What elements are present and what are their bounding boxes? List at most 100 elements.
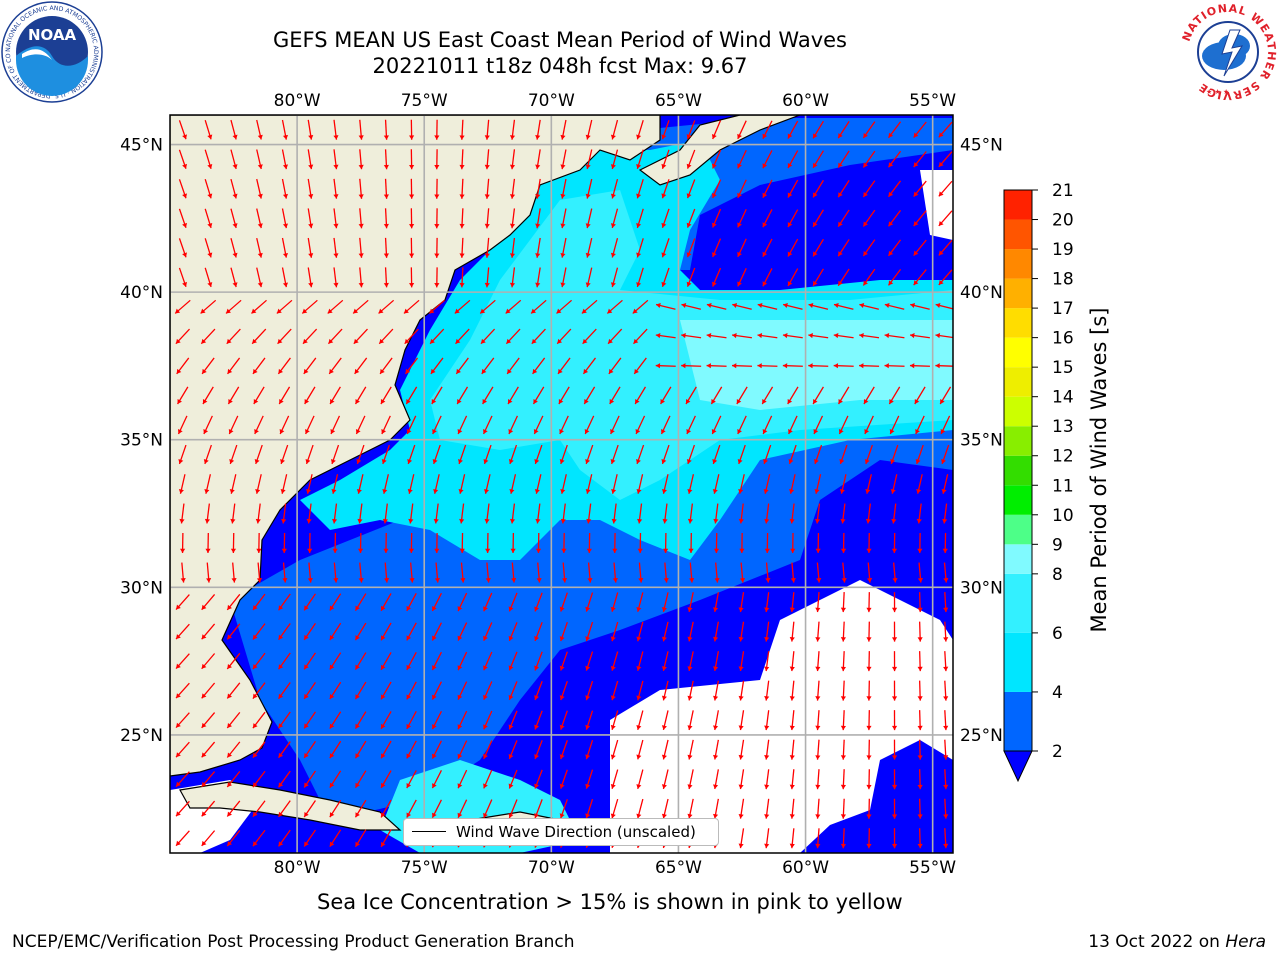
colorbar-tick-1: 4 bbox=[1052, 683, 1063, 703]
direction-arrow-442 bbox=[381, 415, 391, 435]
direction-arrow-444 bbox=[432, 415, 442, 435]
direction-arrow-593 bbox=[281, 267, 289, 288]
direction-arrow-306 bbox=[867, 562, 873, 583]
direction-arrow-351 bbox=[433, 503, 439, 524]
direction-arrow-517 bbox=[706, 363, 727, 369]
direction-arrow-72 bbox=[431, 769, 443, 789]
direction-arrow-47 bbox=[585, 798, 594, 819]
direction-arrow-222 bbox=[303, 622, 316, 641]
direction-arrow-138 bbox=[534, 710, 543, 730]
direction-arrow-771 bbox=[862, 121, 876, 139]
direction-arrow-598 bbox=[409, 267, 415, 288]
direction-arrow-225 bbox=[380, 622, 392, 641]
direction-arrow-253 bbox=[303, 593, 316, 611]
direction-arrow-46 bbox=[559, 799, 568, 819]
direction-arrow-548 bbox=[706, 333, 727, 339]
direction-arrow-677 bbox=[837, 209, 850, 228]
direction-arrow-92 bbox=[943, 769, 949, 790]
direction-arrow-34 bbox=[252, 800, 266, 818]
direction-arrow-344 bbox=[255, 503, 261, 524]
direction-arrow-62 bbox=[175, 771, 190, 788]
direction-arrow-181 bbox=[840, 680, 846, 701]
direction-arrow-95 bbox=[226, 741, 241, 758]
direction-arrow-141 bbox=[610, 710, 619, 730]
direction-arrow-711 bbox=[913, 180, 927, 197]
direction-arrow-604 bbox=[560, 267, 567, 288]
legend-line-sample bbox=[412, 831, 446, 832]
direction-arrow-710 bbox=[887, 180, 902, 198]
direction-arrow-493 bbox=[888, 386, 901, 405]
direction-arrow-59 bbox=[891, 798, 898, 819]
direction-arrow-168 bbox=[508, 681, 518, 701]
direction-arrow-40 bbox=[406, 799, 417, 818]
direction-arrow-556 bbox=[909, 333, 930, 339]
direction-arrow-155 bbox=[175, 682, 190, 699]
direction-arrow-476 bbox=[456, 386, 469, 405]
direction-arrow-196 bbox=[431, 651, 443, 671]
direction-arrow-700 bbox=[636, 179, 644, 199]
direction-arrow-597 bbox=[383, 267, 389, 288]
direction-arrow-636 bbox=[585, 237, 593, 258]
direction-arrow-688 bbox=[333, 178, 339, 199]
direction-arrow-297 bbox=[638, 562, 644, 583]
direction-arrow-764 bbox=[686, 120, 696, 140]
direction-arrow-218 bbox=[201, 623, 216, 640]
direction-arrow-145 bbox=[713, 710, 719, 731]
direction-arrow-713 bbox=[178, 149, 188, 169]
direction-arrow-522 bbox=[833, 363, 854, 369]
direction-arrow-603 bbox=[535, 267, 541, 288]
direction-arrow-768 bbox=[787, 120, 799, 139]
direction-arrow-139 bbox=[559, 710, 568, 730]
direction-arrow-393 bbox=[712, 474, 720, 494]
direction-arrow-583 bbox=[808, 302, 829, 310]
direction-arrow-726 bbox=[509, 149, 516, 170]
direction-arrow-283 bbox=[282, 562, 288, 583]
colorbar-tick-9: 14 bbox=[1052, 388, 1074, 408]
direction-arrow-472 bbox=[354, 386, 367, 405]
direction-arrow-512 bbox=[582, 357, 597, 375]
direction-arrow-697 bbox=[560, 178, 567, 199]
direction-arrow-65 bbox=[252, 770, 266, 788]
direction-arrow-572 bbox=[530, 299, 547, 314]
direction-arrow-425 bbox=[737, 444, 746, 465]
direction-arrow-334 bbox=[790, 533, 796, 554]
colorbar-bin-10 bbox=[1004, 337, 1032, 368]
lat-tick-right-4: 45°N bbox=[960, 136, 1003, 156]
direction-arrow-56 bbox=[815, 798, 821, 819]
direction-arrow-672 bbox=[711, 208, 722, 228]
direction-arrow-564 bbox=[327, 299, 344, 314]
direction-arrow-248 bbox=[175, 594, 190, 610]
direction-arrow-224 bbox=[354, 622, 367, 641]
direction-arrow-160 bbox=[303, 682, 316, 700]
direction-arrow-58 bbox=[866, 798, 872, 819]
direction-arrow-511 bbox=[557, 357, 571, 375]
direction-arrow-753 bbox=[409, 119, 415, 140]
direction-arrow-468 bbox=[253, 386, 265, 405]
direction-arrow-287 bbox=[384, 562, 390, 583]
direction-arrow-114 bbox=[713, 739, 719, 760]
direction-arrow-485 bbox=[685, 386, 697, 405]
direction-arrow-22 bbox=[738, 828, 745, 849]
direction-arrow-632 bbox=[484, 237, 490, 258]
direction-arrow-539 bbox=[480, 328, 496, 345]
direction-arrow-30 bbox=[943, 828, 949, 849]
direction-arrow-366 bbox=[815, 503, 821, 524]
direction-arrow-582 bbox=[782, 302, 803, 310]
direction-arrow-417 bbox=[534, 444, 543, 465]
direction-arrow-458 bbox=[788, 415, 798, 435]
direction-arrow-116 bbox=[764, 739, 770, 760]
direction-arrow-395 bbox=[763, 474, 771, 494]
direction-arrow-308 bbox=[917, 562, 924, 583]
direction-arrow-483 bbox=[634, 386, 647, 405]
direction-arrow-313 bbox=[256, 533, 262, 554]
direction-arrow-310 bbox=[180, 533, 186, 554]
direction-arrow-656 bbox=[307, 208, 314, 229]
direction-arrow-576 bbox=[632, 299, 649, 314]
direction-arrow-127 bbox=[252, 711, 266, 729]
footer-machine: Hera bbox=[1225, 932, 1266, 952]
direction-arrow-767 bbox=[762, 120, 773, 139]
direction-arrow-371 bbox=[942, 503, 948, 524]
direction-arrow-176 bbox=[713, 680, 719, 701]
direction-arrow-486 bbox=[710, 386, 723, 405]
direction-arrow-507 bbox=[455, 357, 469, 375]
